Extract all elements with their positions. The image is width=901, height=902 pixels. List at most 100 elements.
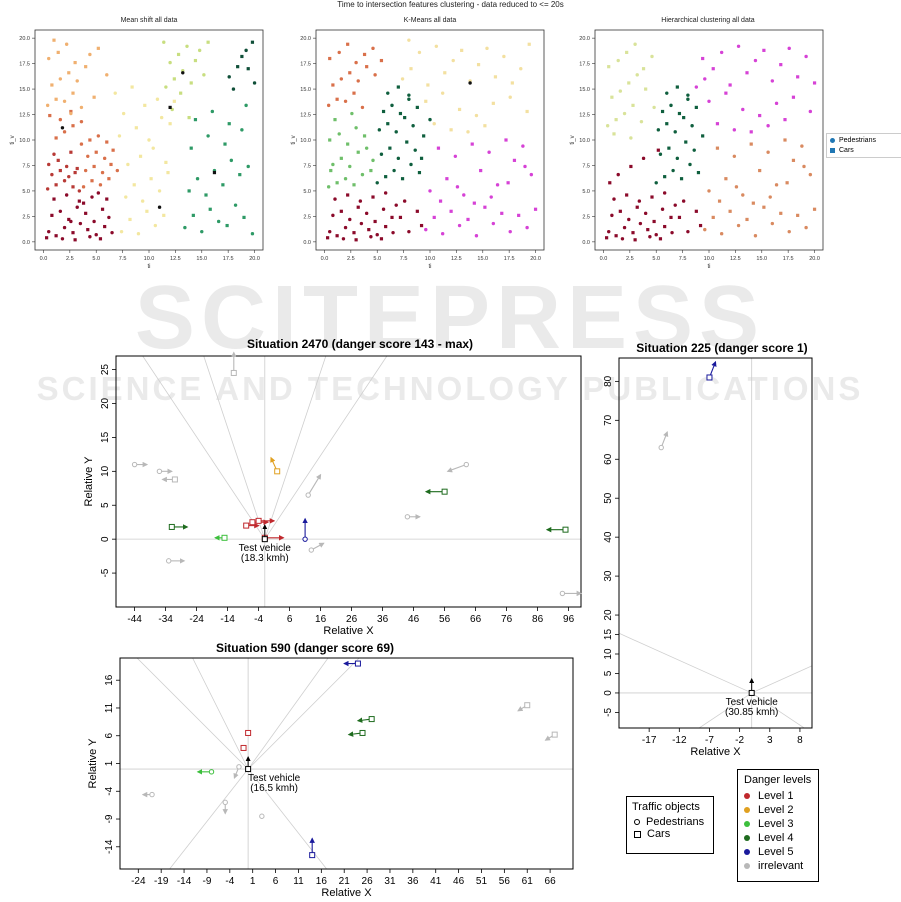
data-point xyxy=(379,237,384,241)
data-point xyxy=(701,56,705,61)
data-point xyxy=(164,85,168,89)
data-point xyxy=(391,230,395,235)
data-point xyxy=(386,122,390,126)
data-point xyxy=(483,124,487,128)
data-point xyxy=(117,134,122,138)
data-point xyxy=(802,164,806,169)
y-tick-label: 7.5 xyxy=(303,163,311,169)
data-point xyxy=(331,213,335,218)
y-tick-label: 50 xyxy=(603,492,614,504)
car-marker xyxy=(706,374,713,381)
data-point xyxy=(489,195,493,199)
data-point xyxy=(187,189,191,193)
y-tick-label: 0.0 xyxy=(22,240,30,246)
data-point xyxy=(770,221,775,226)
data-point xyxy=(223,142,227,146)
data-point xyxy=(732,154,737,158)
plot-frame xyxy=(119,657,574,870)
data-point xyxy=(440,91,445,95)
y-tick-label: 30 xyxy=(603,570,614,582)
data-point xyxy=(736,44,741,48)
data-point xyxy=(343,177,348,181)
data-point xyxy=(47,56,51,61)
data-point xyxy=(356,205,360,209)
data-point xyxy=(641,67,646,71)
y-tick-label: 10 xyxy=(603,648,614,660)
x-tick-label: 0.0 xyxy=(40,256,48,262)
y-tick-label: 17.5 xyxy=(300,62,311,68)
y-tick-label: 40 xyxy=(603,531,614,543)
data-point xyxy=(71,185,75,189)
data-point xyxy=(94,150,98,154)
situation-590-plot: -24 -19 -14 -9 -4 1 6 11 16 21 26 31 36 41 46 51 56 61 66-… xyxy=(87,657,574,899)
data-point xyxy=(343,99,348,103)
y-tick-label: 5.0 xyxy=(303,189,311,195)
data-point xyxy=(45,103,50,108)
data-point xyxy=(352,183,356,187)
x-tick-label: 21 xyxy=(339,876,351,887)
traffic-legend-pedestrians-label: Pedestrians xyxy=(646,816,705,828)
data-point xyxy=(627,217,631,222)
test-vehicle-label: Test vehicle xyxy=(248,773,301,784)
data-point xyxy=(449,128,453,132)
car-marker xyxy=(255,517,262,524)
data-point xyxy=(753,58,758,63)
danger-level-label: Level 3 xyxy=(758,818,794,830)
data-point xyxy=(202,73,206,77)
danger-level-label: Level 1 xyxy=(758,790,794,802)
x-tick-label: 10.0 xyxy=(425,256,436,262)
car-legend-marker xyxy=(830,148,835,153)
data-point xyxy=(212,170,217,175)
data-point xyxy=(679,177,684,181)
hierarchical-scatter-plot: 0.0 2.5 5.0 7.5 10.0 12.5 15.0 17.5 20.0 0.0 2.5 5.… xyxy=(570,29,824,270)
car-marker xyxy=(221,534,228,541)
data-point xyxy=(339,209,343,213)
data-point xyxy=(197,48,202,53)
danger-levels-legend: Danger levels Level 1 Level 2 Level 3 Level… xyxy=(737,769,819,882)
data-point xyxy=(102,156,107,161)
data-point xyxy=(181,71,185,75)
data-point xyxy=(396,85,400,89)
data-point xyxy=(766,150,770,154)
data-point xyxy=(221,183,225,187)
data-point xyxy=(54,97,58,101)
y-tick-label: 0 xyxy=(603,690,614,696)
data-point xyxy=(69,111,73,116)
data-point xyxy=(635,73,639,77)
data-point xyxy=(79,142,84,146)
data-point xyxy=(758,113,762,118)
data-point xyxy=(168,60,172,65)
data-point xyxy=(386,91,390,95)
data-point xyxy=(517,213,521,217)
x-axis-label: Relative X xyxy=(323,625,374,637)
data-point xyxy=(96,46,100,50)
data-point xyxy=(646,228,650,232)
y-tick-label: 6 xyxy=(104,733,115,739)
data-point xyxy=(506,181,510,185)
y-tick-label: 20.0 xyxy=(300,36,311,42)
car-marker xyxy=(524,702,531,709)
data-point xyxy=(690,124,694,128)
data-point xyxy=(510,81,514,85)
data-point xyxy=(379,152,384,156)
data-point xyxy=(90,195,94,199)
y-tick-label: -9 xyxy=(104,814,115,823)
data-point xyxy=(487,150,491,154)
data-point xyxy=(60,237,65,241)
data-point xyxy=(504,138,508,142)
data-point xyxy=(88,235,92,239)
data-point xyxy=(436,146,441,150)
data-point xyxy=(107,215,111,220)
data-point xyxy=(105,140,109,144)
data-point xyxy=(415,105,419,110)
data-point xyxy=(360,172,365,177)
data-point xyxy=(157,205,162,209)
x-tick-label: 6 xyxy=(273,876,279,887)
data-point xyxy=(390,103,394,108)
data-point xyxy=(669,215,673,220)
pedestrian-marker xyxy=(305,492,311,498)
data-point xyxy=(77,189,82,193)
y-tick-label: 80 xyxy=(603,375,614,387)
pedestrian-marker xyxy=(149,791,155,798)
data-point xyxy=(138,154,143,158)
